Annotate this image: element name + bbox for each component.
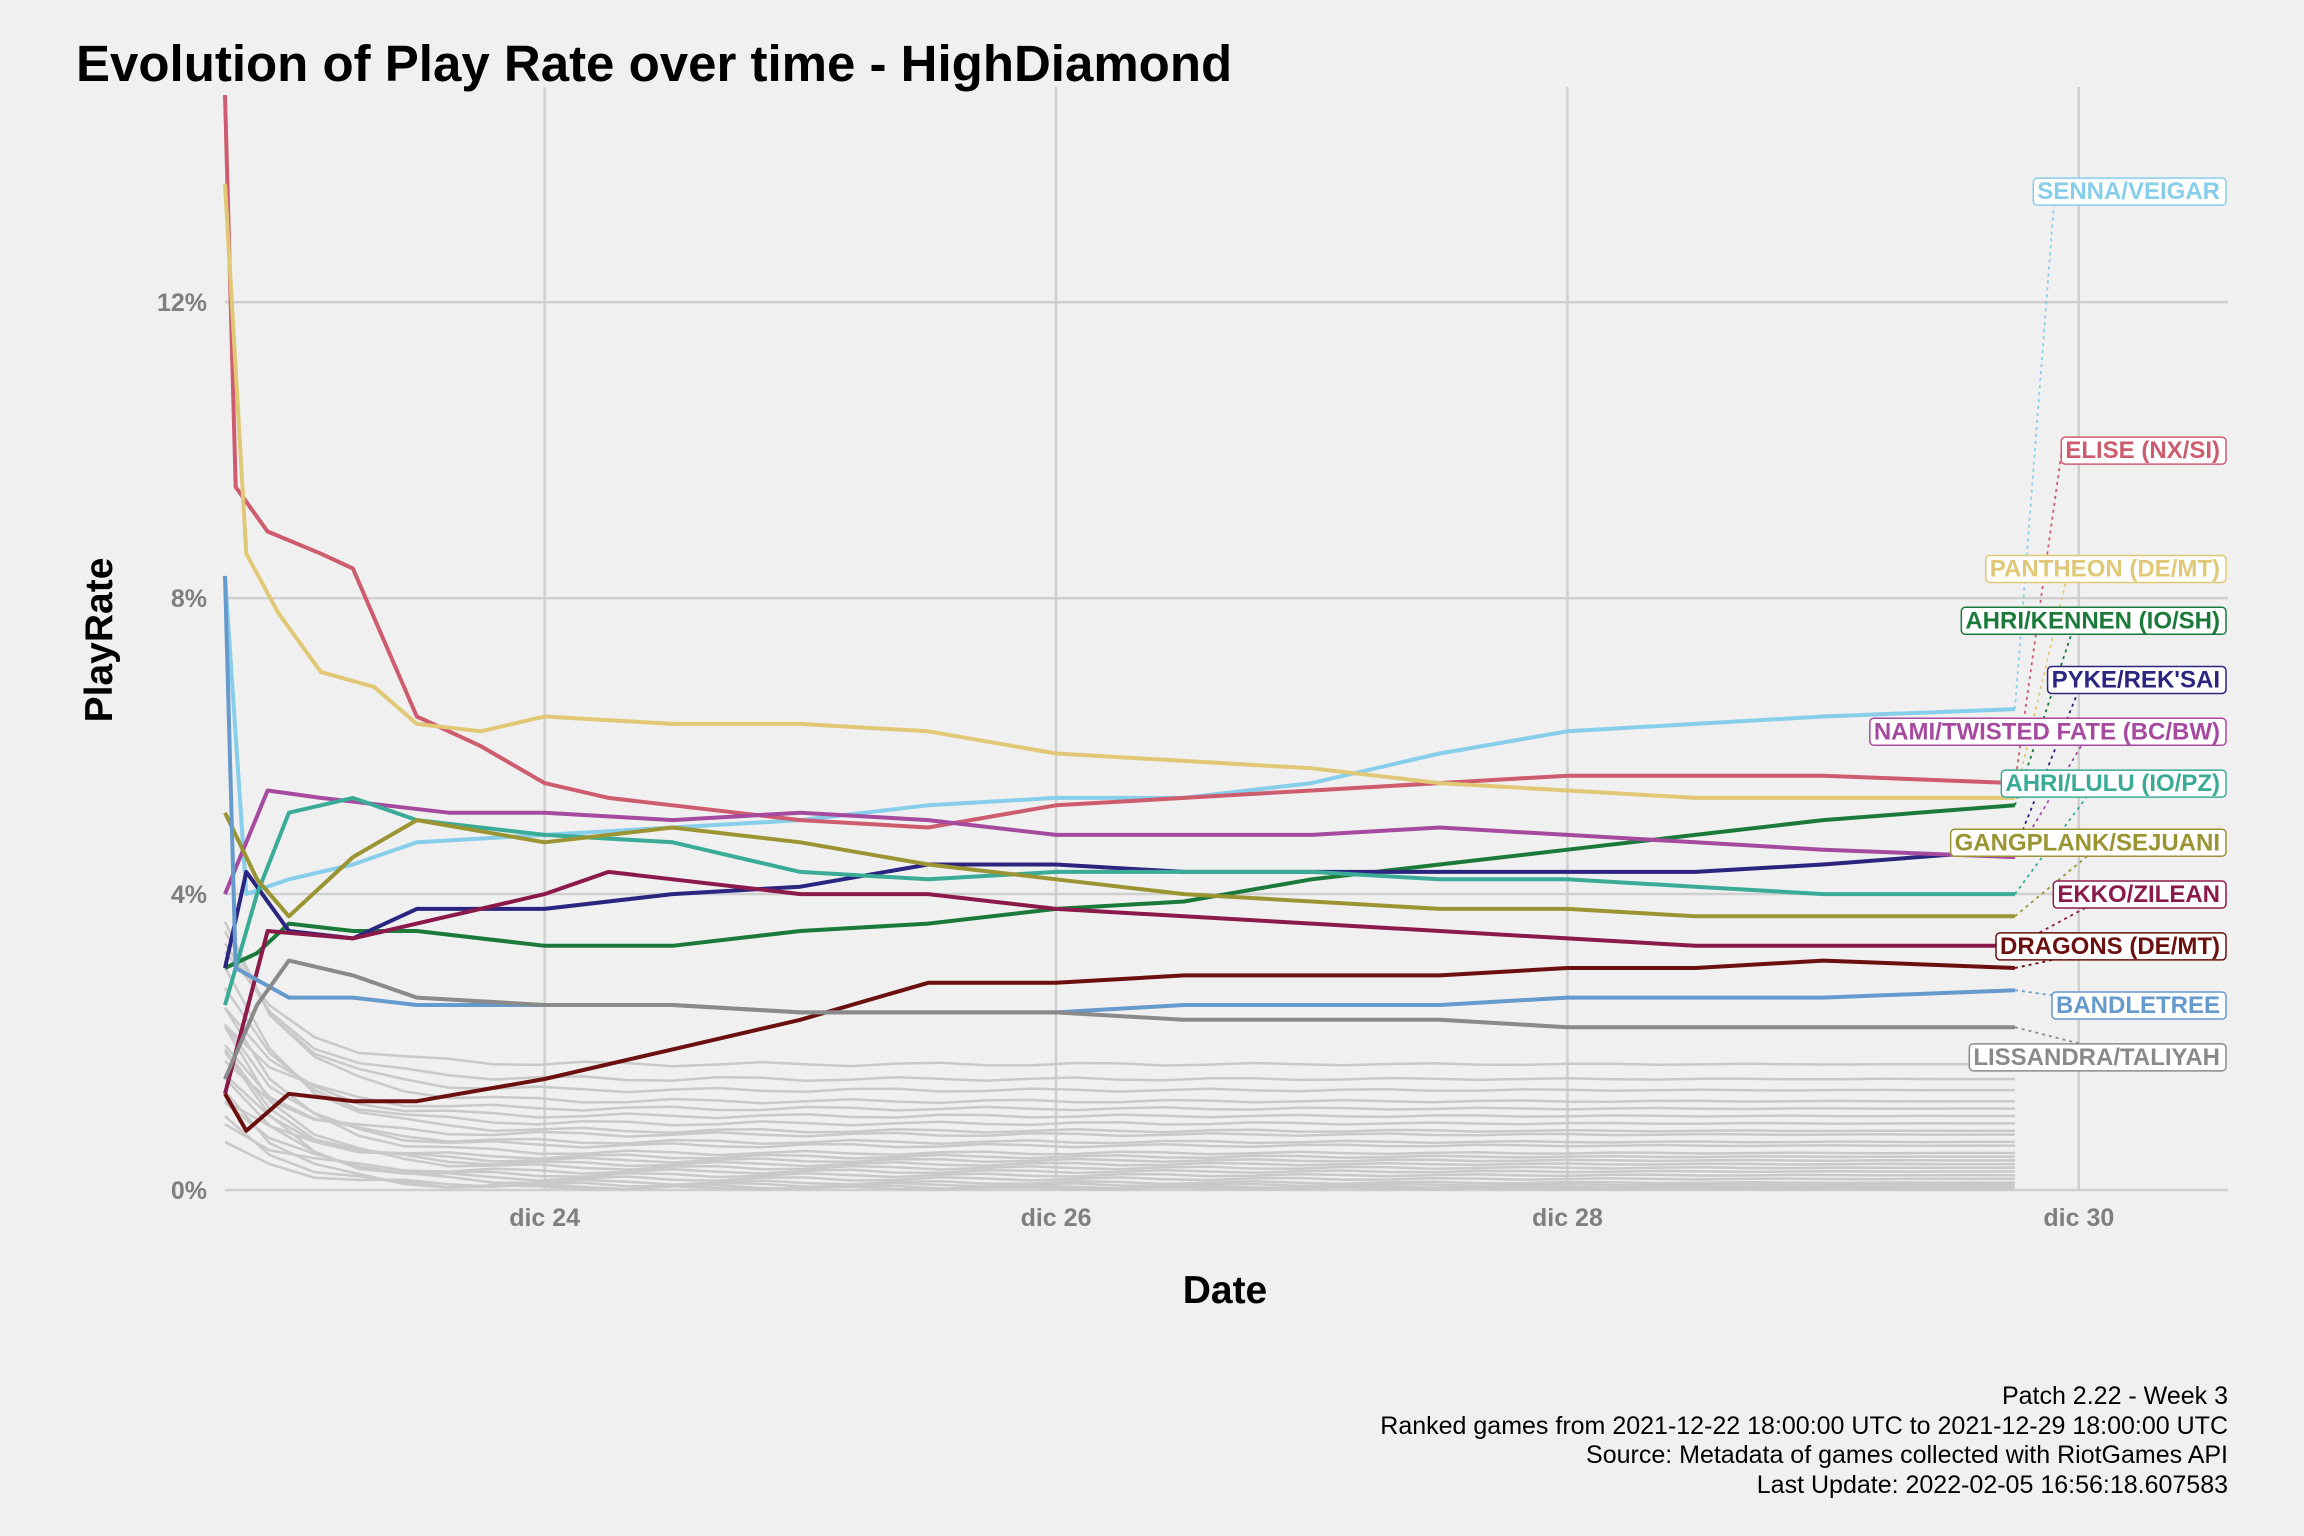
series-label-box (1985, 554, 2227, 584)
x-tick-label: dic 24 (509, 1204, 580, 1232)
series-line (223, 795, 2015, 1006)
background-series-line (223, 966, 2015, 1134)
series-line (223, 788, 2015, 895)
background-series-line (223, 1051, 2015, 1186)
x-tick-label: dic 26 (1021, 1204, 1092, 1232)
background-series-line (223, 1007, 2015, 1157)
caption-patch: Patch 2.22 - Week 3 (2001, 1382, 2228, 1410)
series-label: EKKO/ZILEAN (2057, 881, 2220, 908)
series-label: NAMI/TWISTED FATE (BC/BW) (1874, 718, 2220, 745)
series-label-box (1995, 932, 2227, 961)
series-label: BANDLETREE (2056, 992, 2220, 1019)
series-line (223, 958, 2015, 1080)
background-series-line (224, 1101, 2015, 1179)
caption: Patch 2.22 - Week 3 Ranked games from 20… (1380, 1382, 2228, 1500)
series-label-box (1949, 828, 2227, 858)
axis-tick-labels: 0% 4% 8% 12% dic 24 dic 26 dic 28 dic 30 (157, 289, 2114, 1232)
series-label-box (1968, 1043, 2227, 1072)
caption-update: Last Update: 2022-02-05 16:56:18.607583 (1756, 1470, 2228, 1499)
label-leader-line (2014, 841, 2105, 917)
y-tick-label: 0% (171, 1177, 207, 1205)
series-line (223, 94, 2015, 830)
background-series-line (224, 1060, 2015, 1138)
background-series-line (223, 942, 2015, 1083)
background-series-line (223, 921, 2015, 1105)
series-line (223, 958, 2015, 1133)
series-label-box (2051, 991, 2227, 1020)
series-label-box (2000, 769, 2227, 798)
background-series-line (223, 1026, 2015, 1171)
caption-source: Source: Metadata of games collected with… (1586, 1441, 2228, 1469)
series-label: ELISE (NX/SI) (2065, 437, 2220, 464)
background-series-line (224, 1048, 2015, 1168)
series-line (223, 183, 2015, 800)
series-line (223, 811, 2015, 919)
background-series-line (224, 1077, 2015, 1182)
series-label: AHRI/LULU (IO/PZ) (2005, 770, 2220, 797)
series-line (223, 847, 2016, 969)
caption-range: Ranked games from 2021-12-22 18:00:00 UT… (1380, 1411, 2228, 1440)
series-label-box (1960, 606, 2227, 636)
y-tick-label: 8% (171, 585, 207, 613)
series-line (223, 869, 2015, 1095)
series-line (223, 575, 2015, 897)
label-leader-line (2014, 679, 2084, 850)
background-series-line (224, 1024, 2015, 1112)
grid-lines (225, 87, 2228, 1192)
chart-title: Evolution of Play Rate over time - HighD… (76, 35, 1233, 92)
background-series-line (223, 987, 2015, 1127)
background-series-line (223, 930, 2015, 1094)
series-label: LISSANDRA/TALIYAH (1973, 1044, 2220, 1071)
y-axis-label: PlayRate (78, 558, 121, 723)
series-label: GANGPLANK/SEJUANI (1955, 829, 2220, 856)
series-label: AHRI/KENNEN (IO/SH) (1965, 607, 2220, 634)
series-label: PYKE/REK'SAI (2052, 666, 2220, 693)
series-label-box (1869, 717, 2227, 747)
background-series-line (224, 1100, 2015, 1160)
series-label: DRAGONS (DE/MT) (2000, 933, 2220, 960)
y-tick-label: 12% (157, 289, 207, 317)
label-leader-line (2014, 782, 2098, 895)
series-label: SENNA/VEIGAR (2037, 178, 2220, 205)
series-label-box (2032, 177, 2227, 206)
background-series-line (224, 1007, 2015, 1120)
series-label-box (2046, 665, 2227, 695)
y-tick-label: 4% (171, 881, 207, 909)
background-series-line (224, 1044, 2015, 1146)
background-series-line (224, 1090, 2015, 1191)
series-label-box (2052, 880, 2227, 909)
background-series-line (224, 1123, 2015, 1175)
series-label-box (2060, 436, 2227, 465)
label-leader-line (2014, 620, 2077, 806)
highlighted-series-lines (223, 94, 2016, 1133)
x-axis-label: Date (1183, 1269, 1268, 1312)
x-tick-label: dic 28 (1532, 1204, 1603, 1232)
background-series-line (224, 951, 2015, 1068)
series-label: PANTHEON (DE/MT) (1990, 556, 2220, 583)
background-series-lines (223, 921, 2015, 1191)
direct-labels: SENNA/VEIGAR ELISE (NX/SI) PANTHEON (DE/MT… (1869, 177, 2227, 1072)
series-line (224, 803, 2016, 970)
background-series-line (223, 1023, 2015, 1149)
background-series-line (224, 1073, 2015, 1164)
x-tick-label: dic 30 (2043, 1204, 2114, 1232)
